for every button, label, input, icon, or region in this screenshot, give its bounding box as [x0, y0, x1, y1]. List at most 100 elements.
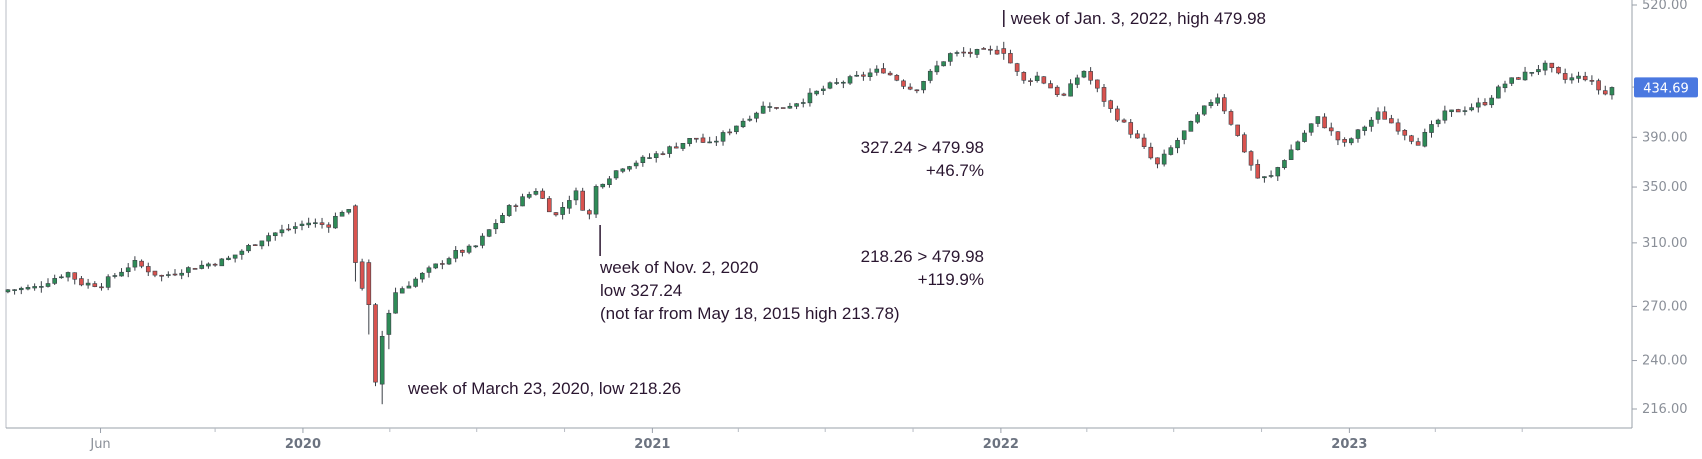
candle-up: [379, 335, 385, 385]
last-price-label: 434.69: [1643, 81, 1689, 96]
candle-up: [279, 229, 285, 234]
candle-down: [1228, 111, 1234, 125]
candle-up: [426, 267, 432, 273]
candle-up: [1175, 140, 1180, 149]
candle-up: [1536, 69, 1541, 73]
candle-down: [861, 74, 866, 77]
candle-down: [1061, 93, 1067, 96]
candle-up: [974, 49, 980, 55]
candle-up: [493, 223, 499, 230]
candle-down: [1335, 131, 1341, 141]
candle-up: [65, 272, 71, 278]
candle-down: [513, 205, 519, 207]
candle-up: [1208, 102, 1214, 106]
candle-up: [1502, 83, 1508, 89]
candle-up: [18, 287, 24, 291]
candle-up: [239, 250, 245, 255]
candle-down: [1589, 80, 1595, 82]
candle-down: [780, 107, 786, 109]
candle-up: [166, 274, 171, 276]
candle-up: [419, 272, 425, 280]
candle-down: [1048, 83, 1053, 89]
candle-up: [653, 153, 659, 159]
candle-down: [1342, 139, 1347, 143]
candle-down: [139, 260, 144, 267]
candle-up: [466, 245, 472, 253]
candle-up: [921, 81, 926, 91]
candle-down: [1021, 72, 1027, 81]
candle-down: [373, 304, 378, 383]
candle-down: [353, 205, 358, 263]
candle-down: [172, 273, 178, 276]
candle-up: [266, 235, 271, 242]
candle-up: [339, 211, 345, 217]
candle-up: [306, 222, 311, 226]
candle-up: [1308, 123, 1314, 133]
candle-up: [827, 82, 833, 89]
candle-down: [1602, 90, 1608, 95]
candle-down: [1235, 124, 1240, 136]
candle-up: [1576, 75, 1581, 79]
candle-down: [1248, 151, 1254, 166]
candle-down: [1389, 118, 1394, 124]
y-tick-label: 240.00: [1642, 354, 1688, 369]
candle-down: [252, 244, 258, 246]
candle-up: [593, 186, 599, 215]
candle-down: [727, 131, 733, 134]
candle-down: [1008, 53, 1013, 64]
candle-up: [867, 72, 873, 77]
candle-down: [1041, 76, 1047, 84]
gain-1-annotation-line: 327.24 > 479.98: [861, 138, 984, 157]
candle-up: [219, 258, 225, 267]
y-tick-label: 270.00: [1642, 299, 1688, 314]
candle-up: [1529, 72, 1535, 74]
candle-down: [192, 268, 198, 270]
candle-down: [694, 137, 699, 140]
candle-down: [159, 274, 164, 277]
candle-down: [988, 48, 993, 51]
candle-up: [52, 278, 57, 284]
candles-group: [5, 41, 1615, 405]
candle-up: [1569, 77, 1575, 81]
candle-down: [1562, 73, 1568, 80]
candle-up: [807, 92, 813, 104]
candle-up: [226, 257, 231, 260]
candle-up: [500, 215, 505, 223]
candle-up: [313, 222, 318, 224]
candle-down: [1482, 102, 1488, 106]
x-tick-label: Jun: [89, 437, 110, 452]
candle-up: [533, 191, 539, 195]
candle-down: [981, 48, 987, 50]
candle-up: [707, 141, 712, 144]
candle-down: [1402, 130, 1408, 136]
candle-down: [1141, 137, 1147, 147]
candle-up: [1302, 132, 1307, 142]
candle-down: [1148, 146, 1154, 159]
candle-up: [814, 90, 819, 95]
candle-down: [1095, 79, 1100, 89]
candle-up: [25, 287, 31, 290]
candle-down: [1582, 75, 1588, 81]
candle-up: [1081, 70, 1087, 78]
candle-down: [152, 270, 158, 276]
candle-down: [887, 72, 893, 76]
candle-up: [1348, 138, 1354, 144]
candle-up: [433, 263, 438, 269]
candle-up: [760, 105, 766, 114]
candle-down: [1328, 127, 1334, 132]
candle-up: [1215, 97, 1220, 104]
last-price-badge: 434.69: [1634, 77, 1698, 98]
candle-up: [1442, 110, 1448, 121]
candle-up: [841, 81, 846, 84]
candle-up: [794, 103, 799, 107]
candle-up: [1288, 149, 1294, 160]
candle-down: [660, 153, 666, 155]
candle-up: [567, 200, 572, 209]
candle-down: [1101, 87, 1107, 102]
candle-up: [1522, 71, 1528, 81]
candle-down: [1028, 80, 1033, 82]
candle-up: [1195, 114, 1200, 123]
candle-up: [1429, 124, 1434, 133]
y-tick-label: 310.00: [1642, 236, 1688, 251]
candle-down: [286, 228, 291, 231]
